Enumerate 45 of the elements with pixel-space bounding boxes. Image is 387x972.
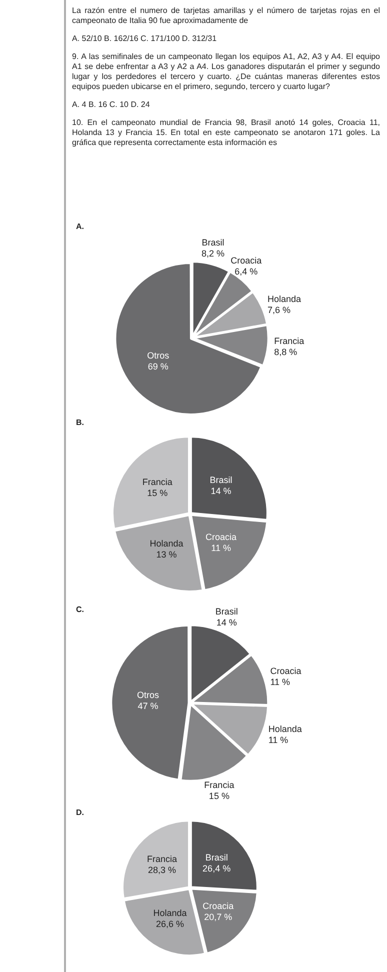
- data-label: 8,8 %: [274, 346, 298, 357]
- data-label: 26,6 %: [156, 919, 184, 930]
- chart-title: B.: [76, 418, 84, 427]
- slice-label: Francia: [147, 854, 178, 864]
- slice-label: Otros: [137, 690, 160, 700]
- data-label: 8,2 %: [202, 248, 225, 259]
- chart-title: A.: [76, 222, 84, 231]
- slice-label: Holanda: [153, 908, 187, 918]
- slice-label: Otros: [147, 350, 170, 361]
- data-label: 11 %: [211, 542, 231, 553]
- data-label: 11 %: [270, 676, 290, 687]
- data-label: 6,4 %: [234, 266, 258, 276]
- data-label: 15 %: [147, 488, 168, 498]
- slice-label: Francia: [204, 780, 234, 790]
- text: A. 4 B. 16 C. 10 D. 24: [72, 100, 151, 110]
- slice-label: Francia: [274, 336, 304, 346]
- data-label: 26,4 %: [202, 863, 231, 874]
- text: 9. A las semifinales de un campeonato llegan los equipos A1, A2, A3 y A4. El equipo A1 se debe enfrentar a A3 y A2 a A4. Los ganadores disputarán el primer y segundo lugar y los perdedores el tercero y cuarto. ¿De cuántas maneras diferentes estos equipos pueden ubicarse en el primero, segundo, tercero y cuarto lugar?: [72, 52, 380, 92]
- data-label: 69 %: [148, 362, 168, 372]
- data-label: 14 %: [210, 486, 232, 496]
- data-label: 14 %: [216, 617, 237, 628]
- slice-label: Francia: [142, 476, 172, 487]
- slice-label: Holanda: [268, 294, 302, 304]
- slice-label: Croacia: [206, 532, 237, 542]
- text: 10. En el campeonato mundial de Francia 98, Brasil anotó 14 goles, Croacia 11, Holanda 13 y Francia 15. En total en este campeonato se anotaron 171 goles. La gráfica que representa correctamente esta información es: [72, 118, 380, 148]
- text: La razón entre el numero de tarjetas amarillas y el número de tarjetas rojas en el campeonato de Italia 90 fue aproximadamente de: [72, 6, 380, 26]
- slice-label: Holanda: [150, 538, 184, 548]
- data-label: 7,6 %: [268, 305, 291, 316]
- slice-label: Croacia: [270, 666, 302, 676]
- chart-title: C.: [76, 605, 84, 614]
- chart-title: D.: [76, 808, 84, 817]
- slice-label: Holanda: [268, 724, 302, 734]
- slice-label: Brasil: [202, 238, 224, 248]
- data-label: 28,3 %: [148, 864, 176, 875]
- slice-label: Brasil: [210, 475, 232, 486]
- data-label: 15 %: [208, 790, 230, 801]
- slice-label: Croacia: [230, 255, 262, 266]
- data-label: 11 %: [268, 735, 288, 746]
- data-label: 13 %: [156, 549, 177, 560]
- data-label: 20,7 %: [204, 912, 232, 922]
- slice-label: Brasil: [205, 852, 228, 862]
- text: A. 52/10 B. 162/16 C. 171/100 D. 312/31: [72, 34, 218, 44]
- slice-label: Croacia: [202, 900, 234, 911]
- slice-label: Brasil: [215, 606, 238, 616]
- data-label: 47 %: [138, 700, 158, 711]
